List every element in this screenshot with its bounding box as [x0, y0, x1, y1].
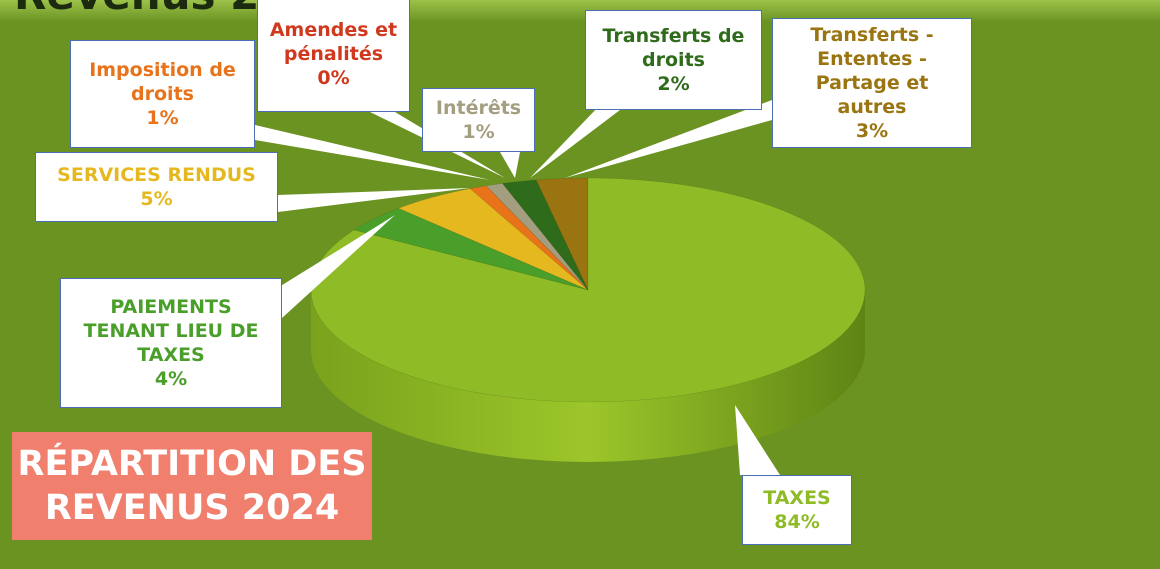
label-value: 2% — [657, 73, 690, 95]
label-value: 4% — [154, 368, 188, 390]
label-name: Intérêts — [435, 97, 522, 119]
chart-subtitle: RÉPARTITION DES REVENUS 2024 — [12, 432, 372, 540]
data-label: Transferts de droits 2% — [585, 10, 762, 110]
data-label: TAXES 84% — [742, 475, 852, 545]
pie-slice — [397, 188, 589, 291]
label-value: 84% — [774, 511, 820, 533]
pie-slice — [535, 177, 589, 291]
pie-slice — [485, 183, 589, 291]
pie — [310, 177, 866, 462]
callout — [255, 125, 490, 180]
data-label: Amendes et pénalités 0% — [257, 0, 410, 112]
data-label: Transferts - Ententes - Partage et autre… — [772, 18, 972, 148]
pie-side — [311, 290, 865, 462]
label-name: TAXES — [763, 487, 831, 509]
data-label: Intérêts 1% — [422, 88, 535, 152]
callout — [500, 152, 520, 178]
data-label: Imposition de droits 1% — [70, 40, 255, 148]
label-name: Amendes et pénalités — [269, 18, 398, 65]
callout — [530, 105, 620, 178]
label-value: 5% — [140, 188, 173, 210]
label-value: 3% — [855, 120, 889, 142]
label-name: Transferts - Ententes - Partage et autre… — [810, 24, 934, 118]
callout — [565, 100, 772, 178]
pie-slice — [469, 185, 589, 291]
pie-slice — [485, 185, 589, 291]
label-value: 1% — [146, 107, 179, 129]
callout — [278, 188, 470, 212]
data-label: SERVICES RENDUS 5% — [35, 152, 278, 222]
pie-slice — [310, 177, 866, 403]
callout — [735, 405, 780, 475]
label-name: PAIEMENTS TENANT LIEU DE TAXES — [83, 296, 259, 366]
label-value: 0% — [317, 66, 350, 89]
pie-slice — [501, 179, 589, 291]
label-name: Imposition de droits — [89, 59, 236, 105]
pie-slice — [353, 208, 589, 291]
label-name: SERVICES RENDUS — [57, 164, 256, 186]
label-name: Transferts de droits — [602, 25, 745, 71]
data-label: PAIEMENTS TENANT LIEU DE TAXES 4% — [60, 278, 282, 408]
label-value: 1% — [462, 121, 495, 143]
callout — [250, 215, 395, 318]
